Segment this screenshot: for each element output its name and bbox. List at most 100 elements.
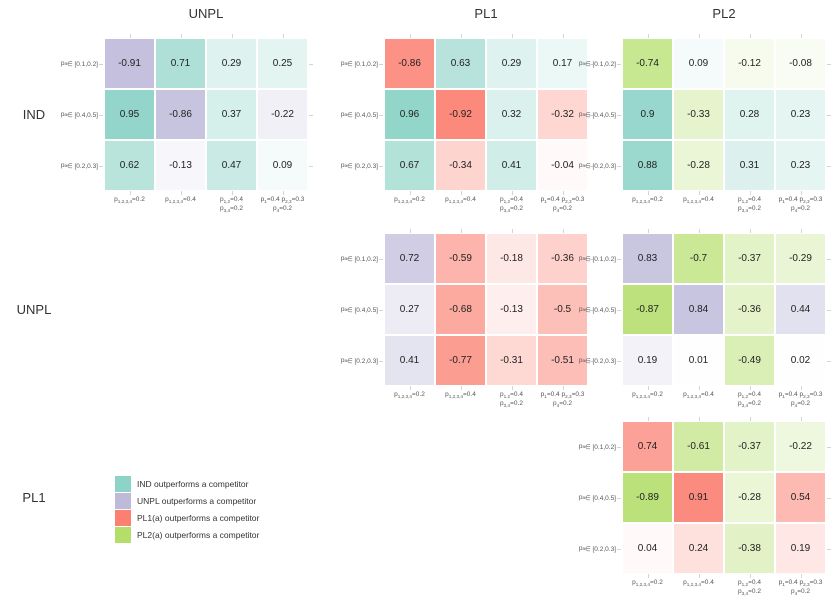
axis-tick bbox=[589, 115, 593, 116]
col-tick-label: p1=0.4 p2,3=0.3 p4=0.2 bbox=[235, 196, 331, 214]
axis-tick bbox=[512, 229, 513, 233]
subscript: 1,2,3,4 bbox=[448, 394, 464, 400]
col-tick-label-line: p1,2=0.4 bbox=[500, 391, 523, 400]
subscript: 1,2,3,4 bbox=[686, 394, 702, 400]
col-tick-label: p1,2,3,4=0.4 bbox=[651, 579, 747, 588]
axis-tick bbox=[283, 34, 284, 38]
heatmap-cell: -0.92 bbox=[435, 89, 486, 140]
subscript: a bbox=[64, 163, 68, 168]
axis-tick bbox=[589, 166, 593, 167]
heatmap-cell: -0.37 bbox=[724, 233, 775, 284]
subscript: 3,4 bbox=[741, 591, 749, 597]
axis-tick bbox=[130, 34, 131, 38]
subscript: a bbox=[344, 358, 348, 363]
heatmap-cell: 0.29 bbox=[206, 38, 257, 89]
legend-label: UNPL outperforms a competitor bbox=[137, 495, 257, 506]
subscript: a bbox=[344, 307, 348, 312]
axis-tick bbox=[801, 34, 802, 38]
col-tick-label: p1,2,3,4=0.4 bbox=[413, 391, 509, 400]
subscript: 2,3 bbox=[565, 394, 572, 400]
col-tick-label-line: p4=0.2 bbox=[790, 587, 811, 597]
col-tick-label-line: p1,2,3,4=0.4 bbox=[165, 196, 196, 205]
heatmap-cell: 0.72 bbox=[384, 233, 435, 284]
axis-tick bbox=[617, 115, 621, 116]
subscript: 1 bbox=[782, 582, 785, 588]
col-tick-label: p1=0.4 p2,3=0.3 p4=0.2 bbox=[515, 391, 611, 409]
legend-swatch-pl1 bbox=[115, 509, 131, 526]
column-title-unpl: UNPL bbox=[188, 6, 224, 21]
heatmap-cell: -0.28 bbox=[724, 472, 775, 523]
subscript: 4 bbox=[794, 208, 798, 214]
heatmap-cell: 0.83 bbox=[622, 233, 673, 284]
subscript: a bbox=[582, 112, 586, 117]
axis-tick bbox=[563, 229, 564, 233]
axis-tick bbox=[801, 386, 802, 390]
axis-tick bbox=[648, 34, 649, 38]
axis-tick bbox=[379, 115, 383, 116]
heatmap-cell: -0.61 bbox=[673, 421, 724, 472]
subscript: a bbox=[582, 546, 586, 551]
axis-tick bbox=[512, 191, 513, 195]
heatmap-cell: 0.19 bbox=[775, 523, 826, 574]
heatmap-cell: -0.18 bbox=[486, 233, 537, 284]
axis-tick bbox=[617, 361, 621, 362]
col-tick-label-line: p3,4=0.2 bbox=[220, 204, 243, 214]
heatmap-cell: 0.67 bbox=[384, 140, 435, 191]
legend: IND outperforms a competitor UNPL outper… bbox=[115, 475, 259, 543]
axis-tick bbox=[699, 229, 700, 233]
subscript: 1 bbox=[782, 394, 785, 400]
heatmap-cell: -0.22 bbox=[257, 89, 308, 140]
axis-tick bbox=[801, 417, 802, 421]
subscript: 4 bbox=[794, 591, 798, 597]
heatmap-cell: 0.17 bbox=[537, 38, 588, 89]
col-tick-label-line: p4=0.2 bbox=[790, 399, 811, 409]
heatmap-cell: -0.7 bbox=[673, 233, 724, 284]
col-tick-label: p1,2,3,4=0.4 bbox=[651, 196, 747, 205]
heatmap-cell: 0.09 bbox=[673, 38, 724, 89]
col-tick-label-line: p1,2=0.4 bbox=[220, 196, 243, 205]
subscript: 2,3 bbox=[803, 582, 810, 588]
col-tick-label-line: p1,2,3,4=0.4 bbox=[445, 391, 476, 400]
subscript: 1 bbox=[782, 199, 785, 205]
axis-tick bbox=[309, 115, 313, 116]
subscript: 3,4 bbox=[503, 403, 511, 409]
subscript: 3,4 bbox=[503, 208, 511, 214]
heatmap-cell: -0.38 bbox=[724, 523, 775, 574]
heatmap-cell: -0.32 bbox=[537, 89, 588, 140]
col-tick-label-line: p3,4=0.2 bbox=[738, 587, 761, 597]
axis-tick bbox=[699, 34, 700, 38]
axis-tick bbox=[699, 574, 700, 578]
subscript: 3,4 bbox=[741, 403, 749, 409]
subscript: 4 bbox=[556, 208, 560, 214]
heatmap-cell: 0.31 bbox=[724, 140, 775, 191]
heatmap-cell: 0.09 bbox=[257, 140, 308, 191]
axis-tick bbox=[801, 191, 802, 195]
col-tick-label-line: p1=0.4 p2,3=0.3 bbox=[260, 196, 305, 205]
legend-label: PL1(a) outperforms a competitor bbox=[137, 512, 260, 523]
subscript: a bbox=[582, 495, 586, 500]
axis-tick bbox=[99, 115, 103, 116]
col-tick-label: p1=0.4 p2,3=0.3 p4=0.2 bbox=[515, 196, 611, 214]
heatmap-cell: 0.24 bbox=[673, 523, 724, 574]
col-tick-label: p1,2=0.4 p3,4=0.2 bbox=[464, 196, 560, 214]
axis-tick bbox=[648, 191, 649, 195]
subscript: 1,2,3,4 bbox=[635, 394, 651, 400]
axis-tick bbox=[617, 166, 621, 167]
heatmap-cell: -0.34 bbox=[435, 140, 486, 191]
col-tick-label: p1,2,3,4=0.2 bbox=[600, 391, 696, 400]
heatmap-cell: -0.68 bbox=[435, 284, 486, 335]
heatmap-cell: 0.88 bbox=[622, 140, 673, 191]
subscript: 2,3 bbox=[803, 394, 810, 400]
axis-tick bbox=[827, 259, 831, 260]
legend-item-pl2: PL2(a) outperforms a competitor bbox=[115, 526, 259, 543]
legend-item-unpl: UNPL outperforms a competitor bbox=[115, 492, 259, 509]
col-tick-label-line: p1=0.4 p2,3=0.3 bbox=[540, 391, 585, 400]
